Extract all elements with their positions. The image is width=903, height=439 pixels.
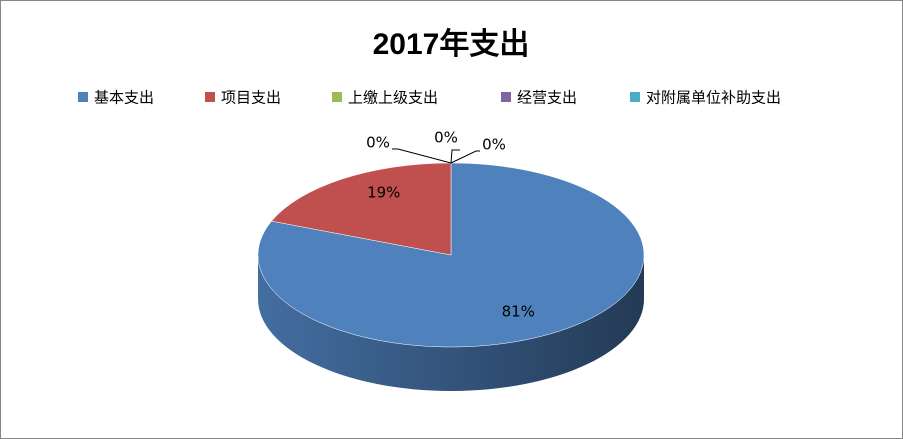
data-label: 19%: [367, 183, 400, 201]
legend-swatch: [501, 92, 511, 102]
legend-label: 项目支出: [221, 89, 281, 107]
legend-label: 基本支出: [94, 89, 154, 107]
leader-line: [450, 149, 460, 164]
data-label: 0%: [482, 136, 506, 154]
leader-line: [392, 148, 452, 164]
data-label: 81%: [502, 303, 535, 321]
legend-swatch: [332, 92, 342, 102]
leader-line: [450, 150, 480, 164]
data-label: 0%: [434, 129, 458, 147]
legend-label: 经营支出: [517, 89, 577, 107]
legend-swatch: [630, 92, 640, 102]
data-label: 0%: [366, 134, 390, 152]
legend-label: 对附属单位补助支出: [646, 89, 781, 107]
legend-swatch: [78, 92, 88, 102]
pie-slice: [271, 162, 452, 256]
legend-swatch: [205, 92, 215, 102]
chart-title: 2017年支出: [373, 28, 530, 61]
pie-side-shade: [258, 255, 644, 391]
legend-label: 上缴上级支出: [348, 89, 438, 107]
